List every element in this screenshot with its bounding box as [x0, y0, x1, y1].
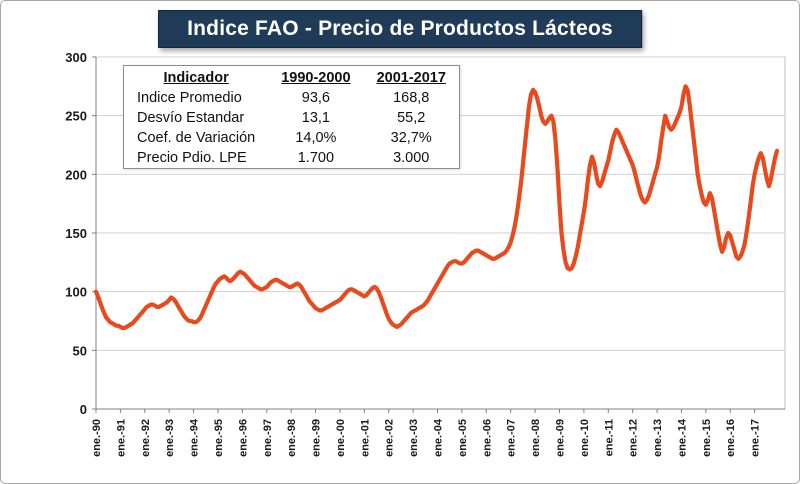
- table-row: Indice Promedio 93,6 168,8: [124, 88, 460, 108]
- x-tick-label: ene.-99: [311, 419, 323, 457]
- x-tick-label: ene.-06: [481, 419, 493, 457]
- stats-table: Indicador 1990-2000 2001-2017 Indice Pro…: [123, 65, 460, 169]
- x-tick-label: ene.-03: [408, 419, 420, 457]
- y-tick-label: 50: [73, 343, 87, 358]
- x-tick-label: ene.-98: [286, 419, 298, 457]
- y-tick-label: 250: [65, 109, 87, 124]
- table-row: Coef. de Variación 14,0% 32,7%: [124, 128, 460, 148]
- price-line: [93, 84, 780, 331]
- x-tick-label: ene.-93: [164, 419, 176, 457]
- x-tick-label: ene.-13: [652, 419, 664, 457]
- y-tick-label: 100: [65, 285, 87, 300]
- stat-coef-2001: 32,7%: [390, 130, 432, 146]
- stat-coef-1990: 14,0%: [295, 130, 337, 146]
- stat-promedio-2001: 168,8: [393, 90, 430, 106]
- stats-header-indicator: Indicador: [163, 70, 229, 86]
- x-tick-label: ene.-92: [140, 419, 152, 457]
- x-tick-label: ene.-00: [335, 419, 347, 457]
- x-tick-label: ene.-14: [676, 418, 688, 457]
- x-tick-label: ene.-10: [579, 419, 591, 457]
- stat-label-coef-variacion: Coef. de Variación: [137, 130, 256, 146]
- stat-precio-2001: 3.000: [393, 150, 430, 166]
- x-tick-label: ene.-96: [237, 419, 249, 457]
- x-tick-label: ene.-07: [506, 419, 518, 457]
- x-tick-label: ene.-12: [628, 419, 640, 457]
- x-tick-label: ene.-08: [530, 419, 542, 457]
- y-tick-label: 200: [65, 167, 87, 182]
- x-tick-label: ene.-17: [750, 419, 762, 457]
- stat-desvio-2001: 55,2: [397, 110, 426, 126]
- stat-desvio-1990: 13,1: [301, 110, 330, 126]
- x-tick-label: ene.-16: [725, 419, 737, 457]
- x-tick-label: ene.-94: [189, 418, 201, 457]
- x-tick-label: ene.-97: [262, 419, 274, 457]
- x-tick-label: ene.-05: [457, 419, 469, 457]
- table-row: Desvío Estandar 13,1 55,2: [124, 108, 460, 128]
- stat-label-desvio: Desvío Estandar: [137, 110, 245, 126]
- x-tick-label: ene.-09: [554, 419, 566, 457]
- x-tick-label: ene.-91: [115, 419, 127, 457]
- x-tick-label: ene.-15: [701, 419, 713, 457]
- table-row: Precio Pdio. LPE 1.700 3.000: [124, 148, 460, 169]
- x-tick-label: ene.-04: [433, 418, 445, 457]
- x-tick-label: ene.-11: [603, 419, 615, 456]
- stats-header-2001-2017: 2001-2017: [376, 70, 446, 86]
- y-tick-label: 150: [65, 226, 87, 241]
- stat-label-precio-lpe: Precio Pdio. LPE: [137, 150, 247, 166]
- x-tick-label: ene.-01: [359, 419, 371, 457]
- x-tick-label: ene.-02: [384, 419, 396, 457]
- stat-label-promedio: Indice Promedio: [137, 90, 242, 106]
- stats-header-1990-2000: 1990-2000: [281, 70, 351, 86]
- stats-header-row: Indicador 1990-2000 2001-2017: [124, 66, 460, 89]
- x-tick-label: ene.-90: [91, 419, 103, 457]
- stat-precio-1990: 1.700: [297, 150, 335, 166]
- stat-promedio-1990: 93,6: [301, 90, 330, 106]
- y-tick-label: 0: [80, 402, 87, 417]
- chart-title: Indice FAO - Precio de Productos Lácteos: [158, 10, 642, 48]
- y-tick-label: 300: [65, 50, 87, 65]
- x-tick-label: ene.-95: [213, 419, 225, 457]
